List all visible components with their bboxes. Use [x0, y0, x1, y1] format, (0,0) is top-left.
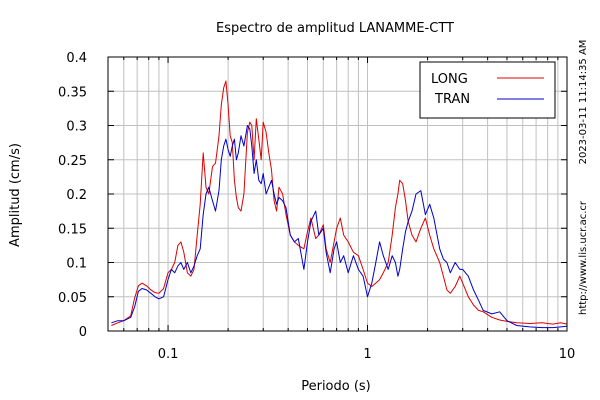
- source-url-text: http://www.lis.ucr.ac.cr: [578, 200, 589, 315]
- y-tick-label: 0.25: [58, 154, 87, 169]
- y-tick-label: 0.2: [66, 188, 87, 203]
- series-line-tran: [111, 125, 568, 329]
- chart-title: Espectro de amplitud LANAMME-CTT: [216, 21, 454, 36]
- y-tick-label: 0.4: [66, 51, 87, 66]
- y-tick-label: 0.1: [66, 257, 87, 272]
- y-tick-label: 0: [79, 325, 87, 340]
- y-axis-label: Amplitud (cm/s): [8, 143, 23, 247]
- legend-label-tran: TRAN: [434, 92, 470, 107]
- timestamp-text: 2023-03-11 11:14:35 AM: [578, 40, 589, 165]
- y-tick-label: 0.05: [58, 291, 87, 306]
- y-tick-label: 0.35: [58, 85, 87, 100]
- x-axis-label: Periodo (s): [301, 379, 371, 394]
- y-tick-label: 0.3: [66, 120, 87, 135]
- legend-box: [419, 61, 556, 119]
- x-tick-label: 0.1: [158, 347, 179, 362]
- y-tick-label: 0.15: [58, 222, 87, 237]
- legend: LONG TRAN: [419, 61, 556, 119]
- x-tick-label: 1: [363, 347, 371, 362]
- axis-ticks: 0 0.05 0.1 0.15 0.2 0.25 0.3 0.35 0.4 0.1 1 10: [58, 51, 575, 362]
- series-lines: [111, 80, 568, 329]
- x-tick-label: 10: [559, 347, 576, 362]
- legend-label-long: LONG: [431, 72, 468, 87]
